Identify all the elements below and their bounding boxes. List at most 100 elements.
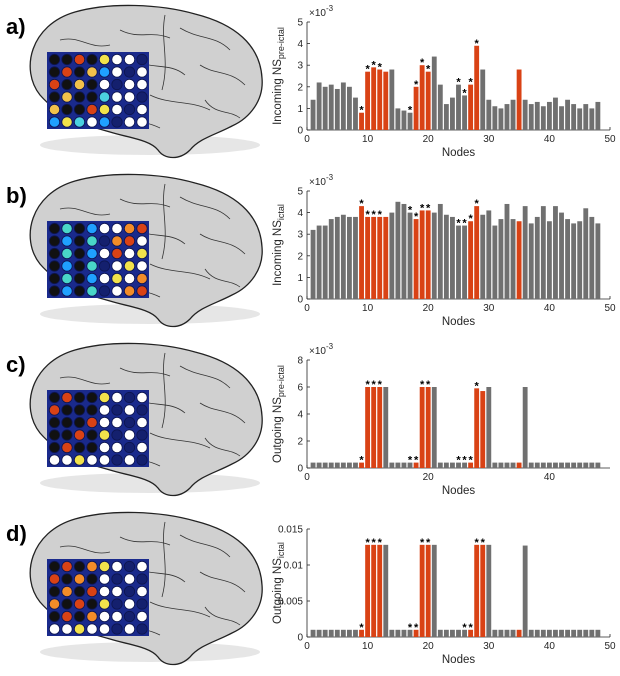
bar [353, 462, 358, 468]
electrode [98, 91, 111, 103]
y-axis-label-subscript: pre-ictal [276, 365, 286, 397]
significance-star: * [462, 218, 467, 230]
x-axis-label: Nodes [442, 654, 475, 666]
electrode [123, 247, 136, 260]
bar [401, 203, 407, 299]
significance-star: * [408, 205, 413, 217]
electrode [136, 260, 148, 272]
x-tick-label: 40 [544, 303, 556, 314]
electrode [48, 454, 61, 466]
electrode [98, 573, 111, 585]
brain-sulcus [149, 432, 211, 449]
bar [395, 108, 401, 130]
bar [407, 212, 413, 299]
bar [316, 225, 322, 299]
bar [316, 462, 322, 468]
y-tick-label: 0.01 [284, 561, 304, 572]
bar-highlighted [413, 219, 419, 299]
bar [534, 101, 540, 130]
electrode [48, 598, 61, 610]
bar-highlighted [425, 210, 431, 299]
electrode [86, 272, 98, 285]
y-tick-label: 0 [297, 633, 303, 644]
bar [546, 221, 552, 299]
bar [583, 629, 589, 637]
bar [595, 223, 601, 299]
bar [462, 629, 467, 637]
electrode [48, 623, 61, 635]
electrode [61, 260, 73, 272]
bar [316, 82, 322, 130]
y-exponent-label: ×10-3 [309, 4, 334, 19]
bar-highlighted [425, 71, 431, 130]
electrode [123, 272, 136, 285]
y-tick-label: 0 [297, 464, 303, 475]
electrode [123, 91, 136, 103]
brain-sulcus [149, 601, 211, 618]
electrode [123, 103, 136, 116]
bar [504, 462, 510, 468]
significance-star: * [378, 62, 383, 74]
bar [353, 97, 358, 130]
bar [571, 462, 577, 468]
bar [310, 462, 316, 468]
y-tick-label: 8 [297, 356, 303, 367]
significance-markers: ************ [359, 38, 479, 117]
y-tick-label: 0 [297, 126, 303, 137]
bar [498, 462, 504, 468]
bar [401, 629, 407, 637]
electrode [73, 66, 86, 78]
electrode [86, 235, 98, 247]
significance-star: * [456, 218, 461, 230]
significance-star: * [408, 622, 413, 634]
panel-label: a) [6, 14, 26, 39]
electrode [48, 610, 61, 623]
bar [534, 462, 540, 468]
electrode [123, 116, 136, 128]
brain-sulcus [161, 14, 166, 91]
significance-star: * [372, 379, 377, 391]
bar [443, 462, 449, 468]
electrode [123, 429, 136, 441]
bar [450, 97, 455, 130]
x-tick-label: 10 [362, 641, 374, 652]
electrode [111, 247, 123, 260]
electrode [123, 222, 136, 235]
bar-highlighted [419, 387, 425, 468]
bar [510, 629, 516, 637]
bar [583, 462, 589, 468]
bar-highlighted [516, 69, 522, 130]
y-axis-label: Incoming NSictal [272, 204, 286, 286]
electrode [73, 560, 86, 573]
bar-highlighted [359, 206, 364, 299]
bar [559, 212, 564, 299]
significance-star: * [378, 379, 383, 391]
brain-shadow [40, 642, 260, 662]
electrode [98, 247, 111, 260]
significance-star: * [414, 455, 419, 467]
electrode-grid [47, 559, 149, 636]
electrode [98, 78, 111, 91]
bar [510, 99, 516, 130]
electrode [86, 53, 98, 66]
electrode [86, 441, 98, 454]
y-axis-label: Outgoing NSictal [272, 542, 286, 624]
bar-highlighted [413, 86, 419, 130]
bar [346, 86, 352, 130]
electrode [111, 272, 123, 285]
y-exponent-power: -3 [326, 342, 334, 351]
bar [492, 106, 498, 130]
brain-sulcus [161, 521, 166, 598]
electrode [48, 585, 61, 598]
bar-highlighted [480, 391, 486, 468]
significance-star: * [359, 198, 364, 210]
electrode [111, 103, 123, 116]
electrode-grid-frame [47, 390, 149, 467]
bar [571, 629, 577, 637]
bar [456, 629, 461, 637]
electrode [136, 573, 148, 585]
bar-highlighted [365, 71, 371, 130]
electrode [136, 235, 148, 247]
x-tick-label: 0 [304, 641, 310, 652]
